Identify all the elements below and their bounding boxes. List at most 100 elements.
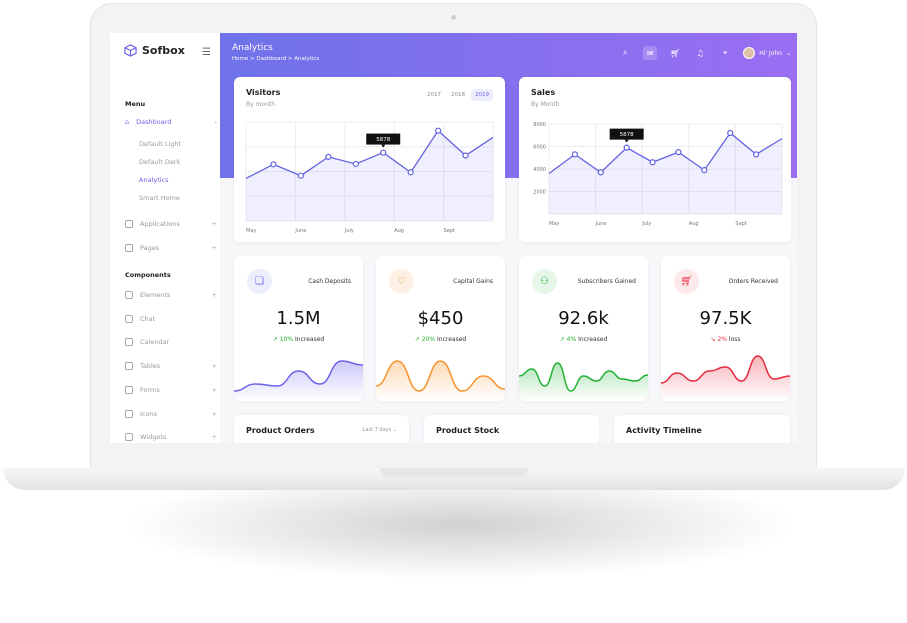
stat-change: ↘ 2% loss [661,336,790,343]
sidebar-subitem[interactable]: Smart Home [139,194,180,202]
x-tick-label: May [549,221,559,227]
data-point [325,153,332,160]
search-icon[interactable]: ⌕ [622,48,628,57]
sparkline [234,360,363,401]
tooltip-pointer [381,144,386,148]
calendar-icon [125,220,133,228]
stat-value: 1.5M [276,308,321,329]
expand-icon: + [211,433,217,442]
sidebar-item-chat[interactable]: Chat [125,314,217,323]
x-tick-label: July [344,228,354,234]
data-point [649,159,656,166]
product-stock-card: Product Stock [424,415,599,443]
users-icon: ⚇ [532,269,557,294]
sidebar-item-dashboard[interactable]: ⌂ Dashboard - [125,118,217,126]
sparkline-line [234,360,363,392]
card-title: Activity Timeline [626,426,702,435]
info-icon [125,409,133,418]
card-subtitle: By month [246,101,276,108]
sidebar-item-label: Forms [140,385,160,394]
sidebar-item-tables[interactable]: Tables + [125,362,217,371]
logo[interactable]: Sofbox [124,44,185,57]
page-title: Analytics [232,43,273,53]
stat-change: ↗ 4% Increased [519,336,648,343]
expand-icon: + [211,243,217,252]
year-tab-2017[interactable]: 2017 [427,92,441,98]
sidebar-item-label: Dashboard [136,118,172,126]
data-point [407,169,414,176]
location-icon[interactable]: ⌖ [722,48,728,57]
card-subtitle: By Month [531,101,560,108]
bell-icon[interactable]: ♫︎ [696,48,704,58]
sparkline-line [519,362,648,392]
y-tick-label: 8000 [533,122,546,128]
stat-percent: 2% [717,336,727,343]
data-point [675,149,682,156]
trend-up-icon: ↗ [559,336,565,343]
collapse-icon: - [214,118,217,126]
sidebar-item-label: Tables [140,362,161,371]
sidebar-item-elements[interactable]: Elements + [125,291,217,299]
table-icon [125,362,133,371]
breadcrumb[interactable]: Home > Dashboard > Analytics [232,56,320,62]
stat-value: 97.5K [699,308,752,329]
sidebar-item-pages[interactable]: Pages + [125,243,217,252]
expand-icon: + [211,385,217,394]
data-point [623,144,630,151]
sidebar-item-label: Icons [140,409,157,418]
mail-icon[interactable]: ✉ [643,46,658,60]
avatar [743,47,756,59]
data-point [727,129,734,137]
sidebar-item-label: Calendar [140,338,170,347]
year-tab-2018[interactable]: 2018 [451,92,465,98]
sparkline-area [376,361,505,401]
chevron-down-icon: ⌄ [392,427,397,433]
stat-change-text: Increased [437,336,467,343]
expand-icon: + [211,220,217,228]
stat-change: ↗ 10% Increased [234,336,363,343]
stat-label: Orders Received [728,278,778,285]
x-tick-label: July [641,221,651,227]
sidebar-subitem[interactable]: Analytics [139,176,169,184]
data-point [597,169,604,176]
tooltip-box [609,128,644,140]
sidebar-subitem[interactable]: Default Dark [139,158,181,166]
year-tabs: 2017 2018 2019 [423,89,493,101]
stat-label: Cash Deposits [308,278,351,285]
user-greeting: Hi' John [759,49,782,57]
trend-down-icon: ↘ [710,336,716,343]
sidebar-subitem[interactable]: Default Light [139,140,182,148]
data-point [701,167,708,174]
series-line [548,132,783,175]
sidebar-item-widgets[interactable]: Widgets + [125,433,217,442]
menu-heading: Menu [125,100,146,108]
cart-icon: 🛒︎ [674,269,699,294]
sidebar-item-forms[interactable]: Forms + [125,385,217,394]
cart-icon[interactable]: 🛒︎ [670,48,681,58]
user-menu[interactable]: Hi' John ⌄ [743,47,791,59]
sidebar-item-label: Pages [140,243,160,252]
product-orders-card: Product Orders Last 7 days ⌄ [234,415,409,443]
trend-up-icon: ↗ [272,336,278,343]
data-point [380,149,387,156]
menu-toggle-icon[interactable]: ☰ [202,47,211,58]
tooltip-pointer [624,139,629,143]
range-dropdown[interactable]: Last 7 days ⌄ [363,427,397,433]
sales-chart: May June July Aug Sept 8000 6000 4000 2000 5878 [533,122,783,227]
year-tab-2019[interactable]: 2019 [471,89,493,101]
screen: Analytics Home > Dashboard > Analytics ⌕… [110,33,797,443]
sparkline-area [519,363,648,401]
y-tick-label: 4000 [533,167,546,173]
x-tick-label: June [294,228,306,234]
sparkline-line [376,360,505,392]
sidebar-item-label: Elements [140,291,171,299]
x-tick-label: Aug [394,228,404,234]
sparkline [519,362,648,401]
card-title: Sales [531,88,556,97]
stat-change-text: Increased [295,336,325,343]
area-fill [246,130,493,221]
sparkline-area [661,356,790,401]
sidebar-item-icons[interactable]: Icons + [125,409,217,418]
sidebar-item-calendar[interactable]: Calendar [125,338,217,347]
sidebar-item-applications[interactable]: Applications + [125,220,217,228]
